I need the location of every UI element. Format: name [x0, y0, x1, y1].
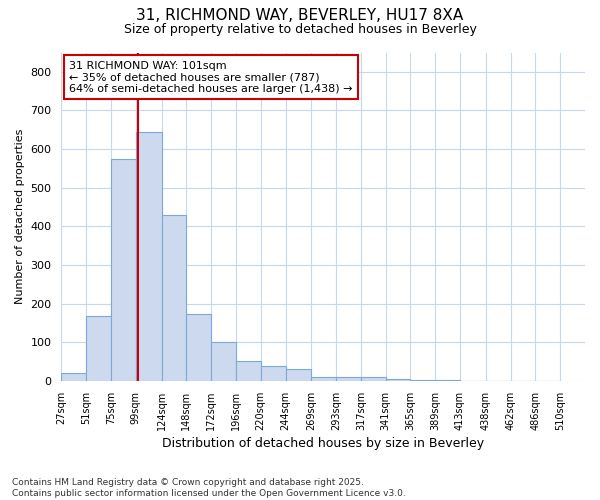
Bar — [286, 368, 311, 381]
Bar — [386, 379, 410, 381]
Bar — [111, 159, 136, 381]
Bar — [435, 380, 460, 381]
Bar — [361, 377, 386, 381]
Bar — [311, 377, 336, 381]
Bar — [136, 132, 161, 381]
Bar — [211, 342, 236, 381]
Bar — [261, 366, 286, 381]
Bar — [236, 361, 261, 381]
Bar — [86, 316, 111, 381]
X-axis label: Distribution of detached houses by size in Beverley: Distribution of detached houses by size … — [162, 437, 484, 450]
Bar — [336, 377, 361, 381]
Bar — [187, 314, 211, 381]
Y-axis label: Number of detached properties: Number of detached properties — [15, 129, 25, 304]
Bar — [61, 373, 86, 381]
Text: Contains HM Land Registry data © Crown copyright and database right 2025.
Contai: Contains HM Land Registry data © Crown c… — [12, 478, 406, 498]
Text: 31, RICHMOND WAY, BEVERLEY, HU17 8XA: 31, RICHMOND WAY, BEVERLEY, HU17 8XA — [136, 8, 464, 22]
Text: 31 RICHMOND WAY: 101sqm
← 35% of detached houses are smaller (787)
64% of semi-d: 31 RICHMOND WAY: 101sqm ← 35% of detache… — [69, 60, 353, 94]
Bar — [161, 215, 187, 381]
Text: Size of property relative to detached houses in Beverley: Size of property relative to detached ho… — [124, 22, 476, 36]
Bar — [410, 380, 435, 381]
